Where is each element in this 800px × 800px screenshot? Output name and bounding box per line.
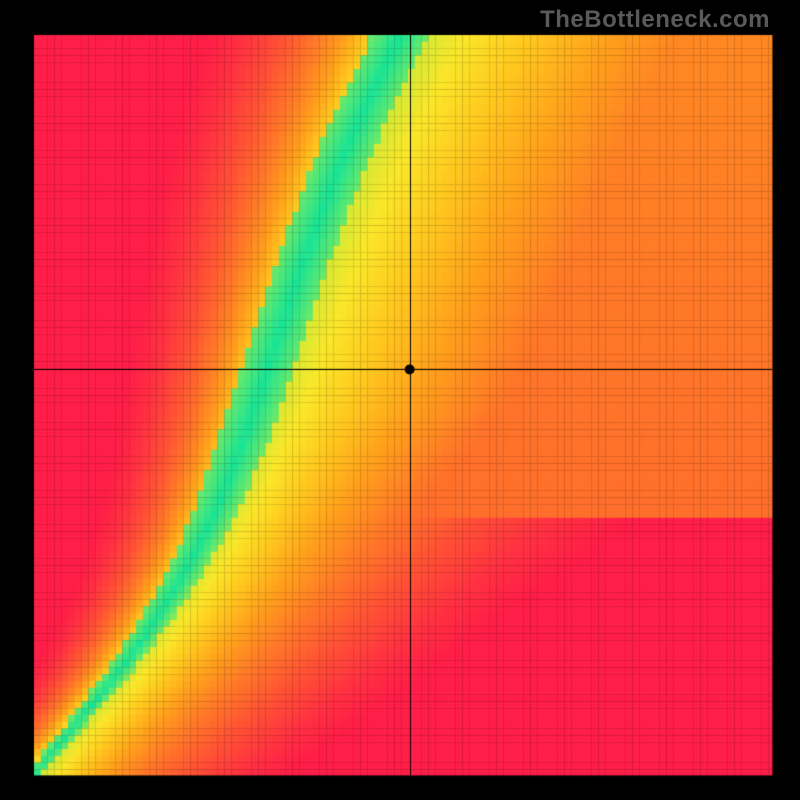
chart-frame: TheBottleneck.com: [0, 0, 800, 800]
watermark-text: TheBottleneck.com: [540, 6, 770, 34]
heatmap-canvas: [0, 0, 800, 800]
